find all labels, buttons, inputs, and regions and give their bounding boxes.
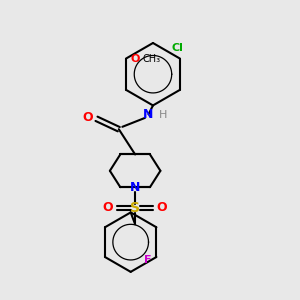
Text: Cl: Cl	[171, 43, 183, 53]
Text: N: N	[130, 181, 140, 194]
Text: N: N	[143, 108, 154, 121]
Text: CH₃: CH₃	[142, 54, 160, 64]
Text: O: O	[130, 54, 140, 64]
Text: O: O	[82, 111, 93, 124]
Text: S: S	[130, 201, 140, 215]
Text: H: H	[159, 110, 168, 120]
Text: O: O	[157, 202, 167, 214]
Text: F: F	[145, 255, 152, 265]
Text: O: O	[103, 202, 113, 214]
